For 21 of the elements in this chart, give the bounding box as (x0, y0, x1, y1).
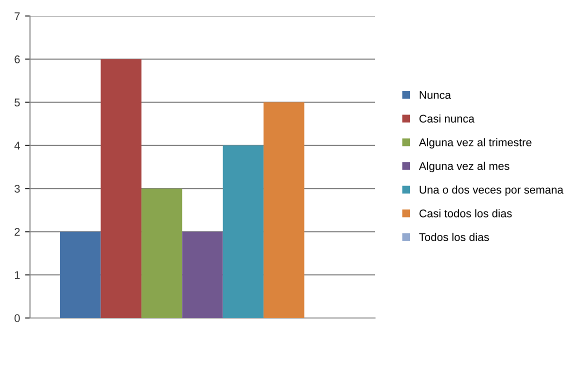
y-tick-label: 2 (14, 228, 20, 236)
legend-label: Alguna vez al trimestre (418, 138, 532, 148)
bar (100, 59, 142, 318)
y-tick-label: 0 (14, 314, 20, 322)
bar (182, 232, 223, 318)
legend-label: Todos los dias (419, 232, 489, 242)
legend-label: Nunca (420, 91, 452, 99)
y-tick-label: 3 (14, 184, 20, 193)
y-tick-label: 5 (14, 98, 20, 106)
legend-label: Alguna vez al mes (418, 162, 510, 172)
legend-label: Una o dos veces por semana (420, 186, 564, 196)
bar (141, 188, 182, 318)
bar (60, 232, 101, 318)
bar (222, 145, 264, 318)
y-tick-label: 1 (14, 271, 20, 279)
y-tick-label: 4 (14, 142, 20, 150)
legend-label: Casi todos los dias (419, 209, 512, 218)
bar (264, 102, 304, 318)
y-tick-label: 6 (14, 55, 20, 64)
legend-label: Casi nunca (419, 114, 475, 123)
y-tick-label: 7 (14, 12, 20, 20)
